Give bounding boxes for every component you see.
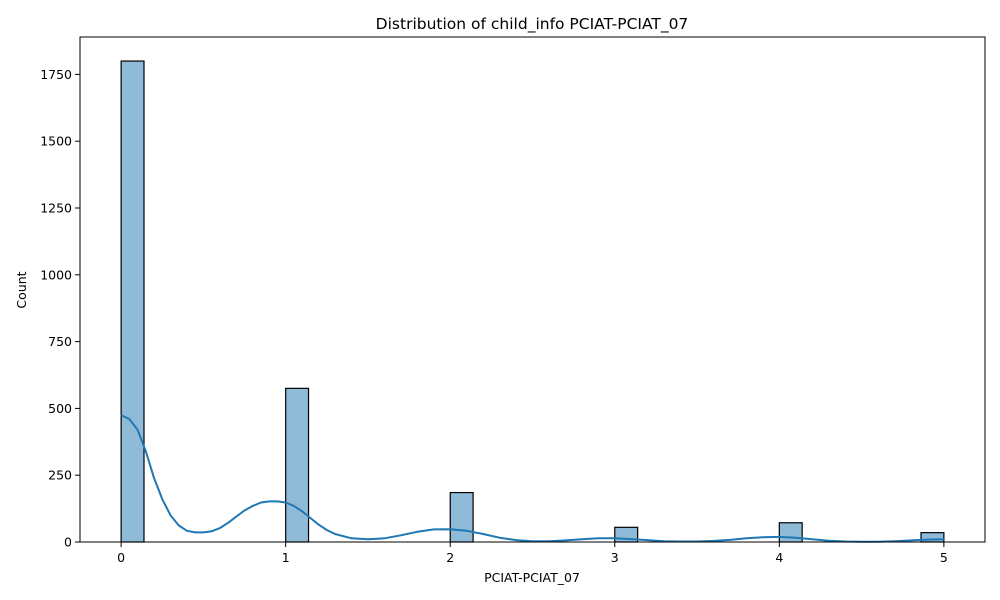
y-tick-label-2: 500 xyxy=(48,401,72,416)
kde-line xyxy=(120,414,944,543)
x-tick-label-3: 3 xyxy=(611,550,619,565)
kde-layer xyxy=(120,414,944,543)
plot-frame xyxy=(79,36,986,543)
y-tick-label-6: 1500 xyxy=(40,134,72,149)
x-tick-label-5: 5 xyxy=(940,550,948,565)
axes: 0 1 2 3 4 5 0 250 500 750 1000 1250 1500 1750 xyxy=(40,36,986,565)
y-tick-label-1: 250 xyxy=(48,468,72,483)
x-tick-label-2: 2 xyxy=(446,550,454,565)
y-tick-label-5: 1250 xyxy=(40,201,72,216)
histogram-bar-4 xyxy=(778,522,803,543)
y-tick-label-7: 1750 xyxy=(40,67,72,82)
x-tick-label-1: 1 xyxy=(282,550,290,565)
y-axis-label: Count xyxy=(14,271,29,308)
y-tick-label-3: 750 xyxy=(48,334,72,349)
x-axis-label: PCIAT-PCIAT_07 xyxy=(484,570,580,585)
histogram-bar-0 xyxy=(120,60,145,543)
histogram-bars xyxy=(120,60,945,543)
histogram-bar-2 xyxy=(449,491,474,543)
histogram-bar-1 xyxy=(285,387,310,543)
y-tick-label-4: 1000 xyxy=(40,267,72,282)
x-tick-label-4: 4 xyxy=(775,550,783,565)
y-tick-label-0: 0 xyxy=(64,535,72,550)
x-tick-label-0: 0 xyxy=(117,550,125,565)
chart-title: Distribution of child_info PCIAT-PCIAT_0… xyxy=(376,15,689,34)
